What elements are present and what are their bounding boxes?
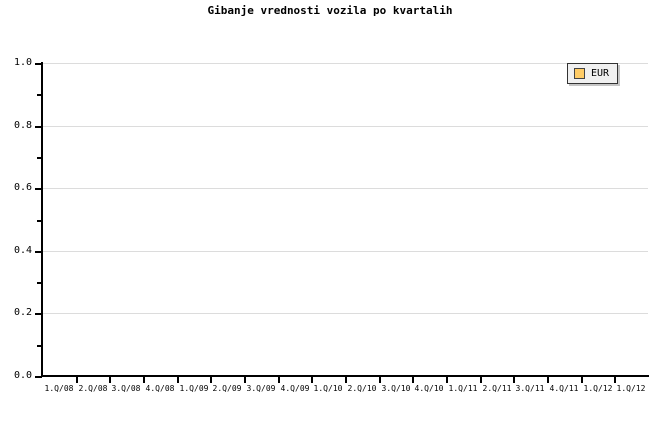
gridline — [42, 188, 648, 189]
x-axis-tick — [311, 377, 313, 383]
y-axis-tick-minor — [37, 94, 42, 96]
plot-area — [42, 63, 648, 376]
legend-label-eur: EUR — [591, 68, 610, 79]
y-axis-tick-major — [35, 188, 42, 190]
x-axis-tick — [345, 377, 347, 383]
x-axis-label: 2.Q/11 — [482, 384, 512, 393]
legend-swatch-eur — [574, 68, 585, 79]
x-axis-label: 3.Q/08 — [111, 384, 141, 393]
y-axis-tick-major — [35, 126, 42, 128]
x-axis-tick — [480, 377, 482, 383]
y-axis-tick-major — [35, 63, 42, 65]
y-axis-label: 0.8 — [13, 120, 32, 131]
x-axis-label: 4.Q/08 — [145, 384, 175, 393]
x-axis-label: 1.Q/12 — [583, 384, 613, 393]
x-axis-label: 1.Q/09 — [179, 384, 209, 393]
x-axis-tick — [446, 377, 448, 383]
x-axis-label: 2.Q/08 — [78, 384, 108, 393]
x-axis-tick — [412, 377, 414, 383]
x-axis-tick — [513, 377, 515, 383]
x-axis-tick — [614, 377, 616, 383]
gridline — [42, 63, 648, 64]
x-axis-label: 1.Q/12 — [616, 384, 646, 393]
x-axis-tick — [177, 377, 179, 383]
y-axis-tick-minor — [37, 157, 42, 159]
gridline — [42, 126, 648, 127]
x-axis-tick — [547, 377, 549, 383]
x-axis-label: 1.Q/08 — [44, 384, 74, 393]
x-axis-tick — [379, 377, 381, 383]
x-axis-label: 4.Q/10 — [414, 384, 444, 393]
x-axis-tick — [278, 377, 280, 383]
x-axis-label: 3.Q/11 — [515, 384, 545, 393]
series-layer — [42, 63, 648, 376]
y-axis-tick-minor — [37, 282, 42, 284]
x-axis-tick — [76, 377, 78, 383]
x-axis-line — [41, 375, 649, 377]
x-axis-label: 3.Q/10 — [381, 384, 411, 393]
y-axis-label: 0.6 — [13, 182, 32, 193]
x-axis-label: 4.Q/11 — [549, 384, 579, 393]
x-axis-tick — [244, 377, 246, 383]
y-axis-label: 0.0 — [13, 370, 32, 381]
x-axis-tick — [109, 377, 111, 383]
gridline — [42, 313, 648, 314]
chart-title: Gibanje vrednosti vozila po kvartalih — [207, 4, 453, 17]
x-axis-label: 3.Q/09 — [246, 384, 276, 393]
gridline — [42, 251, 648, 252]
y-axis-label: 0.4 — [13, 245, 32, 256]
x-axis-tick — [210, 377, 212, 383]
y-axis-tick-minor — [37, 345, 42, 347]
x-axis-tick — [581, 377, 583, 383]
y-axis-tick-major — [35, 251, 42, 253]
y-axis-tick-minor — [37, 220, 42, 222]
y-axis-tick-major — [35, 313, 42, 315]
x-axis-tick — [143, 377, 145, 383]
x-axis-label: 1.Q/11 — [448, 384, 478, 393]
x-axis-label: 2.Q/09 — [212, 384, 242, 393]
y-axis-tick-major — [35, 376, 42, 378]
y-axis-label: 0.2 — [13, 307, 32, 318]
x-axis-label: 1.Q/10 — [313, 384, 343, 393]
x-axis-label: 4.Q/09 — [280, 384, 310, 393]
x-axis-label: 2.Q/10 — [347, 384, 377, 393]
y-axis-line — [41, 62, 43, 377]
chart-legend[interactable]: EUR — [567, 63, 619, 84]
y-axis-label: 1.0 — [13, 57, 32, 68]
